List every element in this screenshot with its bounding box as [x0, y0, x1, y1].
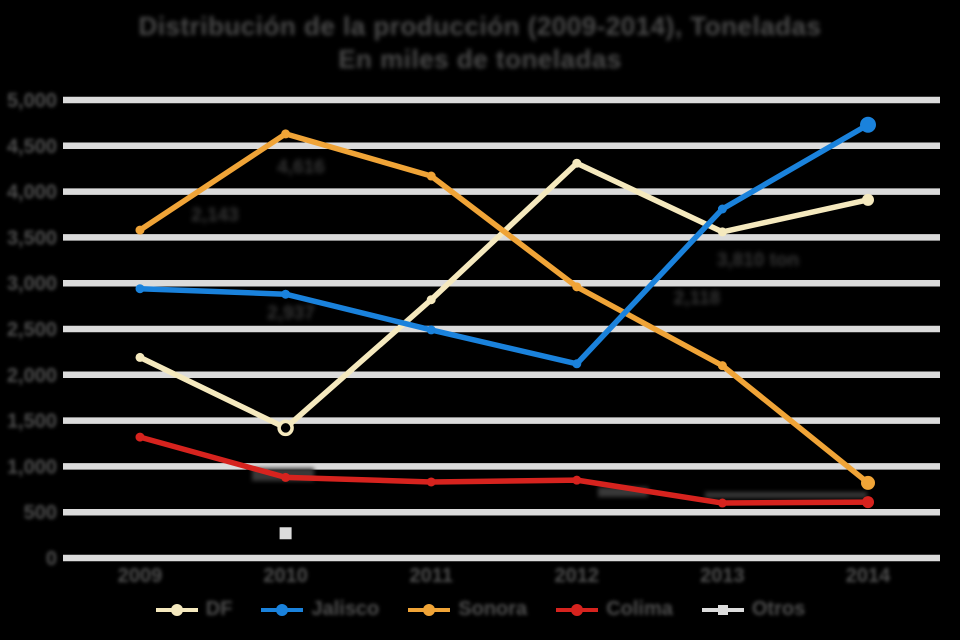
legend-label: Colima	[606, 598, 673, 620]
x-tick-label: 2010	[263, 565, 308, 587]
faint-data-label: 4,616	[277, 157, 325, 178]
legend-line-icon	[155, 603, 198, 616]
faint-data-label: 2,118	[674, 288, 721, 309]
legend-line-icon	[261, 603, 304, 616]
series-line-Jalisco	[137, 121, 871, 367]
data-point-Colima	[426, 477, 436, 487]
chart-title-line2: En miles de toneladas	[338, 44, 622, 74]
series-line-Sonora	[137, 131, 871, 486]
legend-item-Otros: Otros	[701, 598, 805, 621]
faint-data-label: 2,937	[267, 303, 315, 324]
y-tick-label: 2,500	[7, 319, 57, 341]
data-point-Sonora	[426, 171, 436, 181]
x-tick-label: 2013	[700, 565, 745, 587]
data-point-Colima	[281, 472, 291, 482]
data-point-Sonora	[572, 282, 582, 292]
y-tick-label: 500	[24, 502, 57, 524]
data-point-Jalisco	[135, 284, 145, 294]
faint-data-label: 2,143	[191, 205, 239, 226]
faint-smudge	[598, 487, 648, 497]
data-point-DF	[277, 419, 294, 437]
legend-line-icon	[556, 603, 599, 616]
legend-label: Jalisco	[311, 598, 380, 620]
chart-title: Distribución de la producción (2009-2014…	[0, 10, 960, 76]
legend-item-DF: DF	[155, 598, 233, 621]
data-point-DF	[717, 227, 727, 237]
faint-smudge	[705, 492, 867, 498]
y-tick-label: 2,000	[7, 365, 57, 387]
data-point-Colima	[717, 498, 727, 508]
y-tick-label: 1,500	[7, 411, 57, 433]
y-tick-label: 3,000	[7, 273, 57, 295]
y-tick-label: 3,500	[7, 227, 57, 249]
chart-legend: DF Jalisco Sonora Colima Otros	[0, 598, 960, 621]
y-tick-label: 5,000	[7, 90, 57, 112]
legend-label: DF	[205, 598, 233, 620]
data-point-Colima	[135, 432, 145, 442]
y-tick-label: 4,000	[7, 182, 57, 204]
data-point-Jalisco	[572, 359, 582, 369]
x-tick-label: 2012	[555, 565, 600, 587]
data-point-DF	[862, 193, 874, 206]
data-point-Sonora	[861, 475, 875, 490]
data-point-Otros	[279, 527, 292, 540]
data-point-Colima	[862, 496, 874, 509]
y-tick-label: 0	[46, 548, 57, 570]
faint-data-label: 3,810 ton	[717, 250, 799, 271]
x-tick-label: 2011	[410, 565, 453, 587]
legend-label: Otros	[751, 598, 806, 620]
data-point-Jalisco	[717, 204, 727, 214]
data-point-Sonora	[135, 225, 145, 235]
data-point-DF	[135, 352, 145, 362]
y-tick-label: 1,000	[7, 456, 57, 478]
legend-item-Sonora: Sonora	[407, 598, 527, 621]
series-line-Colima	[137, 434, 871, 506]
chart-title-line1: Distribución de la producción (2009-2014…	[138, 11, 822, 41]
data-point-DF	[572, 158, 582, 168]
legend-item-Jalisco: Jalisco	[260, 598, 379, 621]
legend-label: Sonora	[458, 598, 528, 620]
data-point-DF	[426, 295, 436, 305]
legend-item-Colima: Colima	[555, 598, 673, 621]
data-point-Sonora	[281, 129, 291, 139]
data-point-Jalisco	[281, 289, 291, 299]
data-point-Colima	[572, 475, 582, 485]
x-tick-label: 2009	[118, 565, 163, 587]
y-tick-label: 4,500	[7, 136, 57, 158]
legend-line-icon	[701, 604, 744, 615]
data-point-Jalisco	[860, 116, 876, 133]
data-point-Jalisco	[426, 325, 436, 335]
data-point-Sonora	[717, 361, 727, 371]
legend-line-icon	[408, 603, 451, 616]
x-tick-label: 2014	[846, 565, 891, 587]
